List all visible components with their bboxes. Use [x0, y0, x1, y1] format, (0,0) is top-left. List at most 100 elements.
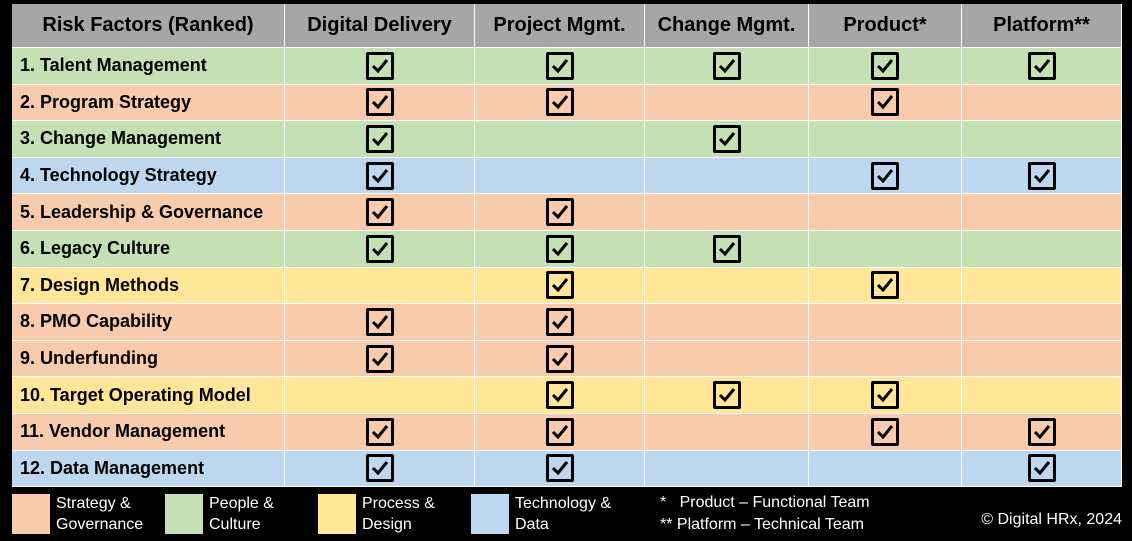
checkbox-checked-icon [871, 51, 899, 80]
cell-change-mgmt [645, 377, 809, 414]
checkbox-checked-icon [545, 307, 574, 336]
table-row: 1. Talent Management [12, 48, 1122, 85]
cell-product [809, 84, 962, 122]
table-row: 5. Leadership & Governance [12, 194, 1122, 231]
checkbox-checked-icon [365, 454, 394, 483]
cell-platform [962, 194, 1122, 231]
cell-change-mgmt [645, 84, 809, 122]
risk-factor-label: 9. Underfunding [12, 340, 285, 378]
checkbox-checked-icon [365, 234, 394, 263]
risk-factor-label: 3. Change Management [12, 121, 285, 158]
cell-product [809, 450, 962, 488]
legend-swatch-tech [471, 494, 509, 534]
checkbox-checked-icon [365, 161, 394, 190]
checkbox-checked-icon [712, 381, 741, 410]
checkbox-checked-icon [712, 124, 741, 153]
cell-product [809, 194, 962, 231]
footnote-platform: ** Platform – Technical Team [660, 516, 864, 533]
column-header-product: Product* [809, 4, 962, 48]
cell-change-mgmt [645, 121, 809, 158]
column-header-change-mgmt: Change Mgmt. [645, 4, 809, 48]
checkbox-checked-icon [365, 88, 394, 117]
cell-platform [962, 450, 1122, 488]
table-row: 11. Vendor Management [12, 413, 1122, 451]
table-row: 9. Underfunding [12, 340, 1122, 378]
risk-factor-label: 1. Talent Management [12, 48, 285, 85]
cell-product [809, 48, 962, 85]
risk-factor-label: 10. Target Operating Model [12, 377, 285, 414]
checkbox-checked-icon [1027, 51, 1056, 80]
cell-digital-delivery [285, 194, 475, 231]
table-row: 3. Change Management [12, 121, 1122, 158]
cell-project-mgmt [475, 121, 645, 158]
cell-project-mgmt [475, 304, 645, 341]
cell-change-mgmt [645, 340, 809, 378]
cell-change-mgmt [645, 413, 809, 451]
legend-label-people: People & Culture [209, 495, 274, 533]
cell-platform [962, 84, 1122, 122]
cell-product [809, 121, 962, 158]
checkbox-checked-icon [712, 234, 741, 263]
cell-platform [962, 304, 1122, 341]
cell-project-mgmt [475, 157, 645, 195]
cell-product [809, 157, 962, 195]
cell-platform [962, 377, 1122, 414]
cell-digital-delivery [285, 230, 475, 268]
legend-item-strategy: Strategy & Governance [12, 493, 156, 535]
checkbox-checked-icon [365, 307, 394, 336]
column-header-project-mgmt: Project Mgmt. [475, 4, 645, 48]
checkbox-checked-icon [545, 51, 574, 80]
table-row: 8. PMO Capability [12, 304, 1122, 341]
checkbox-checked-icon [545, 88, 574, 117]
risk-factor-label: 2. Program Strategy [12, 84, 285, 122]
risk-factor-label: 4. Technology Strategy [12, 157, 285, 195]
checkbox-checked-icon [545, 381, 574, 410]
footnotes: * Product – Functional Team ** Platform … [660, 492, 870, 536]
cell-platform [962, 267, 1122, 305]
checkbox-checked-icon [871, 417, 899, 446]
checkbox-checked-icon [365, 124, 394, 153]
table-row: 4. Technology Strategy [12, 157, 1122, 195]
checkbox-checked-icon [365, 51, 394, 80]
legend-label-strategy: Strategy & Governance [56, 495, 144, 533]
cell-project-mgmt [475, 194, 645, 231]
table-body: 1. Talent Management 2. Program Strategy 3… [12, 48, 1122, 488]
cell-product [809, 413, 962, 451]
cell-platform [962, 121, 1122, 158]
cell-change-mgmt [645, 304, 809, 341]
checkbox-checked-icon [871, 161, 899, 190]
table-row: 10. Target Operating Model [12, 377, 1122, 414]
cell-project-mgmt [475, 450, 645, 488]
cell-change-mgmt [645, 194, 809, 231]
cell-product [809, 377, 962, 414]
risk-factors-table: Risk Factors (Ranked) Digital Delivery P… [12, 4, 1122, 488]
table-row: 2. Program Strategy [12, 84, 1122, 122]
cell-digital-delivery [285, 304, 475, 341]
checkbox-checked-icon [871, 88, 899, 117]
cell-digital-delivery [285, 377, 475, 414]
column-header-risk-factors: Risk Factors (Ranked) [12, 4, 285, 48]
checkbox-checked-icon [365, 417, 394, 446]
cell-project-mgmt [475, 340, 645, 378]
cell-digital-delivery [285, 340, 475, 378]
checkbox-checked-icon [545, 344, 574, 373]
risk-factor-label: 5. Leadership & Governance [12, 194, 285, 231]
cell-change-mgmt [645, 157, 809, 195]
legend-label-tech: Technology & Data [515, 495, 612, 533]
risk-factor-label: 8. PMO Capability [12, 304, 285, 341]
cell-digital-delivery [285, 267, 475, 305]
cell-project-mgmt [475, 230, 645, 268]
checkbox-checked-icon [545, 271, 574, 300]
risk-factor-label: 11. Vendor Management [12, 413, 285, 451]
cell-change-mgmt [645, 48, 809, 85]
risk-factor-label: 6. Legacy Culture [12, 230, 285, 268]
table-row: 12. Data Management [12, 450, 1122, 488]
cell-platform [962, 48, 1122, 85]
checkbox-checked-icon [1027, 417, 1056, 446]
cell-platform [962, 157, 1122, 195]
checkbox-checked-icon [365, 198, 394, 227]
legend-swatch-strategy [12, 494, 50, 534]
checkbox-checked-icon [871, 271, 899, 300]
cell-project-mgmt [475, 377, 645, 414]
cell-change-mgmt [645, 230, 809, 268]
